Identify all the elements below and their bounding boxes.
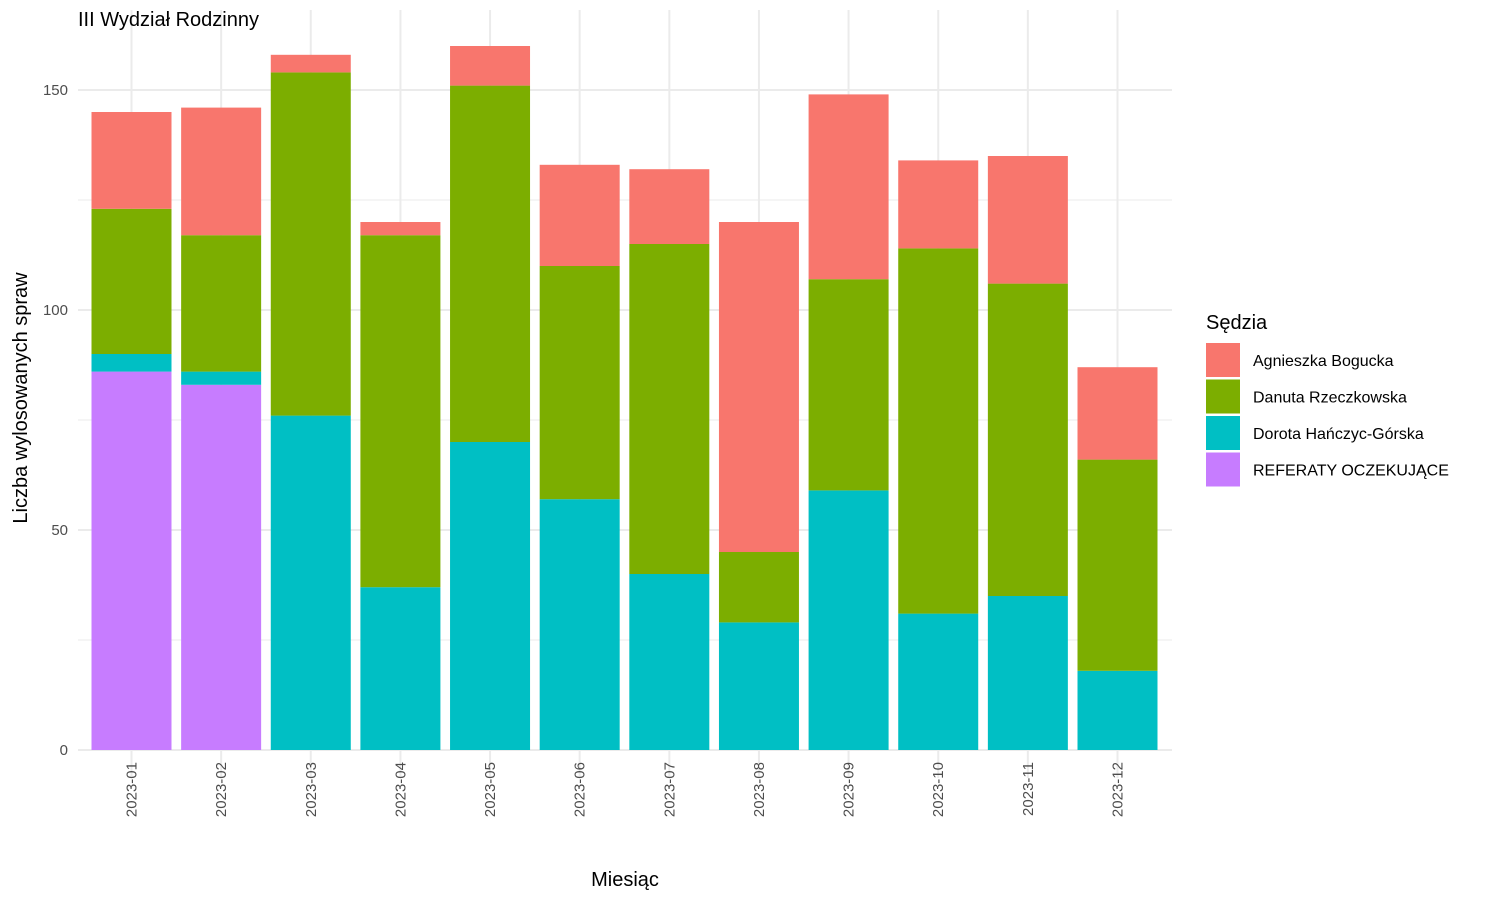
legend-swatch-referaty-oczekujace <box>1206 452 1240 487</box>
y-tick-label: 50 <box>51 522 68 539</box>
bar-2023-09-agnieszka-bogucka <box>808 94 889 280</box>
bar-2023-07-danuta-rzeczkowska <box>629 244 710 574</box>
bar-2023-04-danuta-rzeczkowska <box>360 235 441 588</box>
bar-2023-02-danuta-rzeczkowska <box>181 235 262 372</box>
bar-2023-07-agnieszka-bogucka <box>629 169 710 244</box>
legend-label-danuta-rzeczkowska: Danuta Rzeczkowska <box>1253 390 1407 407</box>
x-axis-ticks: 2023-01 2023-02 2023-03 2023-04 2023-05 2023-… <box>124 762 1127 817</box>
y-tick-label: 100 <box>43 302 68 319</box>
bar-2023-10-danuta-rzeczkowska <box>898 248 979 614</box>
x-tick-label: 2023-12 <box>1110 762 1127 817</box>
x-tick-label: 2023-11 <box>1020 762 1037 816</box>
bar-2023-02-referaty-oczekujace <box>181 384 262 750</box>
bar-2023-09-danuta-rzeczkowska <box>808 279 889 491</box>
bar-2023-11-agnieszka-bogucka <box>987 156 1068 284</box>
legend-label-agnieszka-bogucka: Agnieszka Bogucka <box>1253 353 1394 370</box>
legend-swatch-danuta-rzeczkowska <box>1206 379 1240 414</box>
bar-2023-01-dorota-hanczyc-gorska <box>91 354 172 372</box>
bar-2023-08-danuta-rzeczkowska <box>718 552 799 623</box>
bar-2023-10-agnieszka-bogucka <box>898 160 979 249</box>
bar-2023-08-agnieszka-bogucka <box>718 222 799 552</box>
x-tick-label: 2023-08 <box>751 762 768 817</box>
x-tick-label: 2023-06 <box>572 762 589 817</box>
x-tick-label: 2023-01 <box>124 762 141 817</box>
chart-title: III Wydział Rodzinny <box>78 9 259 31</box>
bar-2023-01-agnieszka-bogucka <box>91 112 172 209</box>
x-tick-label: 2023-04 <box>392 762 409 817</box>
x-tick-label: 2023-03 <box>303 762 320 817</box>
x-tick-label: 2023-09 <box>841 762 858 817</box>
bar-2023-07-dorota-hanczyc-gorska <box>629 574 710 750</box>
x-tick-label: 2023-05 <box>482 762 499 817</box>
bar-2023-05-agnieszka-bogucka <box>450 46 531 86</box>
bar-2023-01-danuta-rzeczkowska <box>91 208 172 354</box>
legend-swatch-agnieszka-bogucka <box>1206 343 1240 377</box>
x-tick-label: 2023-10 <box>930 762 947 817</box>
bar-2023-03-danuta-rzeczkowska <box>270 72 351 416</box>
y-tick-label: 0 <box>60 742 68 759</box>
bar-2023-04-dorota-hanczyc-gorska <box>360 587 441 750</box>
bar-2023-12-agnieszka-bogucka <box>1077 367 1158 460</box>
bar-2023-05-dorota-hanczyc-gorska <box>450 442 531 750</box>
bar-2023-09-dorota-hanczyc-gorska <box>808 490 889 750</box>
bar-2023-03-agnieszka-bogucka <box>270 54 351 73</box>
bar-2023-04-agnieszka-bogucka <box>360 222 441 236</box>
bar-2023-06-danuta-rzeczkowska <box>539 266 620 500</box>
bar-2023-06-agnieszka-bogucka <box>539 164 620 266</box>
bar-2023-02-agnieszka-bogucka <box>181 107 262 236</box>
bar-2023-03-dorota-hanczyc-gorska <box>270 415 351 750</box>
legend-title: Sędzia <box>1206 312 1268 334</box>
bar-2023-10-dorota-hanczyc-gorska <box>898 613 979 750</box>
bar-2023-11-danuta-rzeczkowska <box>987 283 1068 596</box>
x-tick-label: 2023-07 <box>661 762 678 817</box>
y-tick-label: 150 <box>43 82 68 99</box>
legend-label-dorota-hanczyc-gorska: Dorota Hańczyc-Górska <box>1253 426 1424 443</box>
bar-2023-02-dorota-hanczyc-gorska <box>181 371 262 385</box>
legend-swatch-dorota-hanczyc-gorska <box>1206 416 1240 450</box>
x-axis-title: Miesiąc <box>591 869 659 891</box>
bar-2023-05-danuta-rzeczkowska <box>450 85 531 442</box>
bars <box>91 46 1158 750</box>
bar-2023-11-dorota-hanczyc-gorska <box>987 596 1068 750</box>
legend: Sędzia Agnieszka Bogucka Danuta Rzeczkows… <box>1206 312 1449 487</box>
y-axis-title: Liczba wylosowanych spraw <box>10 272 32 524</box>
bar-2023-01-referaty-oczekujace <box>91 371 172 750</box>
bar-2023-08-dorota-hanczyc-gorska <box>718 622 799 750</box>
bar-2023-12-dorota-hanczyc-gorska <box>1077 670 1158 750</box>
legend-label-referaty-oczekujace: REFERATY OCZEKUJĄCE <box>1253 463 1449 480</box>
bar-2023-06-dorota-hanczyc-gorska <box>539 499 620 750</box>
y-axis-ticks: 0 50 100 150 <box>43 82 68 759</box>
x-tick-label: 2023-02 <box>213 762 230 817</box>
bar-2023-12-danuta-rzeczkowska <box>1077 459 1158 671</box>
